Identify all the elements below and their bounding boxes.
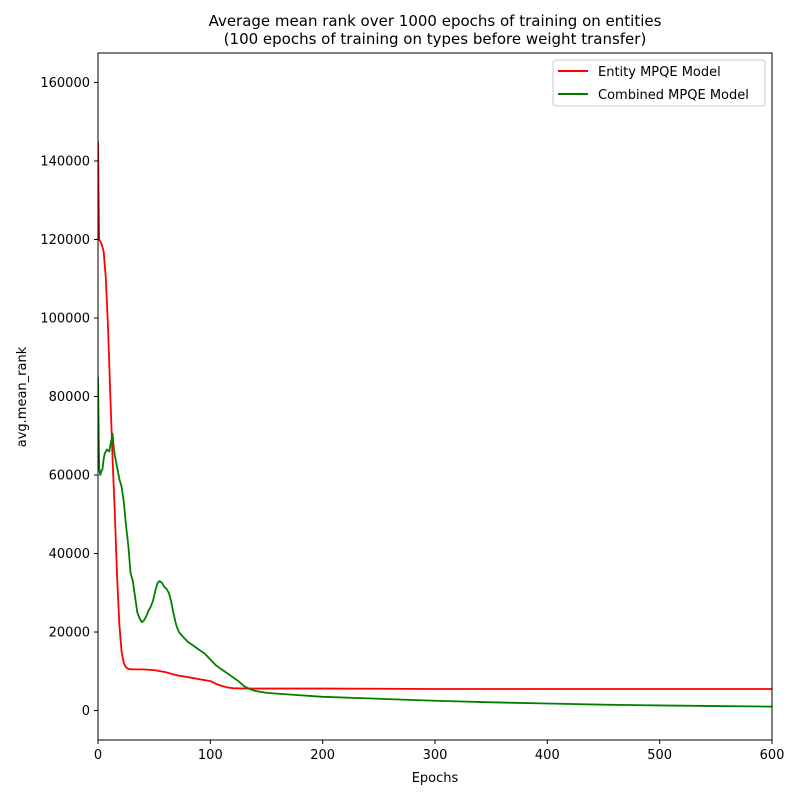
chart-title-line1: Average mean rank over 1000 epochs of tr… <box>209 12 662 30</box>
x-tick-label: 400 <box>535 748 560 763</box>
x-tick-label: 500 <box>647 748 672 763</box>
legend-label-combined: Combined MPQE Model <box>598 88 749 103</box>
legend: Entity MPQE Model Combined MPQE Model <box>553 60 765 106</box>
x-tick-label: 600 <box>760 748 785 763</box>
y-tick-label: 0 <box>82 704 90 719</box>
y-tick-label: 60000 <box>49 469 90 484</box>
x-tick-label: 100 <box>198 748 223 763</box>
y-tick-label: 160000 <box>40 76 90 91</box>
x-tick-label: 200 <box>310 748 335 763</box>
y-tick-label: 100000 <box>40 311 90 326</box>
chart-title-line2: (100 epochs of training on types before … <box>224 30 647 48</box>
x-tick-label: 300 <box>423 748 448 763</box>
x-tick-label: 0 <box>94 748 102 763</box>
y-tick-label: 20000 <box>49 626 90 641</box>
y-tick-label: 80000 <box>49 390 90 405</box>
y-tick-label: 140000 <box>40 154 90 169</box>
y-axis-label: avg.mean_rank <box>15 346 30 447</box>
y-tick-label: 120000 <box>40 233 90 248</box>
y-tick-label: 40000 <box>49 547 90 562</box>
legend-label-entity: Entity MPQE Model <box>598 65 721 80</box>
x-axis-label: Epochs <box>412 771 459 786</box>
